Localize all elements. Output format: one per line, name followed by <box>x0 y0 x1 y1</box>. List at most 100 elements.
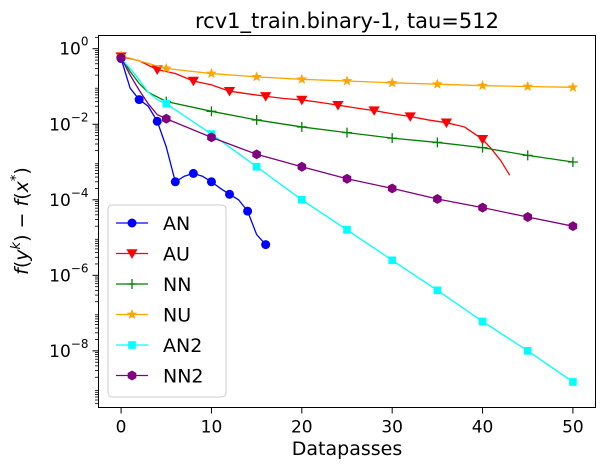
x-tick-label: 30 <box>381 418 403 438</box>
data-point-nn2 <box>342 173 352 184</box>
data-point-nn <box>522 150 533 161</box>
data-point-au <box>404 112 416 122</box>
legend-marker-nn2 <box>127 370 137 381</box>
y-label-close2: ) <box>11 167 33 174</box>
y-axis-label: f(yk) − f(x*) <box>9 167 33 275</box>
data-point-nn2 <box>116 52 126 63</box>
plot-area <box>115 50 579 386</box>
y-tick-label: 10−2 <box>49 110 88 135</box>
data-point-nn2 <box>161 113 171 124</box>
y-label-y: y <box>11 249 33 262</box>
legend-label-an2: AN2 <box>163 335 202 357</box>
y-tick-label: 100 <box>59 35 88 60</box>
y-label-close1: ) <box>11 234 33 241</box>
data-point-an <box>225 189 235 199</box>
data-point-au <box>223 86 236 97</box>
data-point-nu <box>432 78 443 89</box>
legend-marker-au <box>126 249 138 259</box>
data-point-nu <box>386 77 398 88</box>
data-point-nn <box>342 127 352 138</box>
data-point-nu <box>296 73 308 84</box>
data-point-nu <box>477 80 488 91</box>
y-label-open2: ( <box>11 192 33 199</box>
legend-label-an: AN <box>163 213 190 235</box>
data-point-nn <box>387 133 398 144</box>
data-point-au <box>476 135 489 145</box>
data-point-nu <box>206 67 217 79</box>
x-tick-label: 0 <box>116 418 127 438</box>
data-point-nn2 <box>568 221 578 232</box>
y-tick-label: 10−8 <box>49 337 88 362</box>
data-point-nn <box>567 157 578 167</box>
axis-ticks: 0 10 20 30 40 50 100 10−2 10−4 10−6 10−8 <box>49 35 584 438</box>
chart-title: rcv1_train.binary-1, tau=512 <box>195 9 499 34</box>
data-point-an <box>261 240 271 250</box>
data-point-an2 <box>478 317 487 326</box>
legend-label-au: AU <box>163 244 190 266</box>
data-point-au <box>187 76 200 87</box>
data-point-nu <box>341 75 353 86</box>
data-point-nn2 <box>433 194 442 204</box>
data-point-nu <box>251 71 262 82</box>
legend: AN AU NN NU AN2 NN2 <box>107 204 227 398</box>
x-tick-label: 50 <box>562 418 584 438</box>
data-point-nu <box>567 81 579 92</box>
data-point-an <box>134 95 144 105</box>
data-point-au <box>368 106 380 116</box>
data-point-an2 <box>343 226 351 234</box>
legend-label-nn2: NN2 <box>163 366 204 388</box>
data-point-an2 <box>433 286 442 295</box>
x-tick-label: 20 <box>291 418 313 438</box>
data-point-nn2 <box>387 183 397 194</box>
data-point-au <box>260 92 272 102</box>
data-point-nn2 <box>297 161 307 172</box>
y-tick-label: 10−6 <box>49 261 88 286</box>
series-line-nn <box>120 56 574 163</box>
plot-frame <box>98 35 596 408</box>
legend-marker-an <box>127 218 137 228</box>
data-point-an2 <box>162 99 171 108</box>
legend-label-nu: NU <box>163 305 191 327</box>
y-label-f1: f <box>11 265 33 275</box>
y-label-f2: f <box>11 196 33 206</box>
x-tick-label: 10 <box>201 418 223 438</box>
data-point-nn <box>432 137 443 148</box>
data-point-an2 <box>523 347 532 355</box>
x-axis-label: Datapasses <box>292 438 402 460</box>
data-point-nn2 <box>252 149 261 160</box>
y-label-star: * <box>9 174 24 181</box>
data-point-nu <box>522 80 534 92</box>
data-point-nu <box>160 62 172 74</box>
data-point-nn2 <box>478 202 487 213</box>
data-point-an <box>188 168 198 178</box>
y-label-x: x <box>11 180 33 193</box>
data-point-au <box>296 95 308 106</box>
data-point-nn <box>477 142 488 153</box>
x-tick-label: 40 <box>472 418 494 438</box>
data-point-an <box>206 177 216 187</box>
data-point-an <box>152 116 162 126</box>
y-label-minus: − <box>11 206 33 234</box>
legend-marker-nu <box>126 308 138 320</box>
data-point-an2 <box>388 256 397 265</box>
legend-marker-nn <box>127 279 137 289</box>
data-point-an2 <box>297 195 306 204</box>
y-label-open1: ( <box>11 261 33 268</box>
data-point-au <box>332 100 344 111</box>
data-point-an2 <box>569 378 577 386</box>
legend-label-nn: NN <box>163 274 191 296</box>
data-point-nn <box>206 106 217 117</box>
data-point-an <box>243 206 253 216</box>
data-point-nn <box>296 121 307 132</box>
data-point-au <box>440 118 453 129</box>
data-point-an2 <box>252 162 261 171</box>
legend-marker-an2 <box>128 341 136 349</box>
data-point-au <box>151 65 163 75</box>
y-label-k: k <box>9 241 24 249</box>
data-point-nn <box>251 114 262 125</box>
data-point-an <box>170 177 180 187</box>
data-point-nn2 <box>207 132 216 143</box>
data-point-nn2 <box>523 212 533 222</box>
